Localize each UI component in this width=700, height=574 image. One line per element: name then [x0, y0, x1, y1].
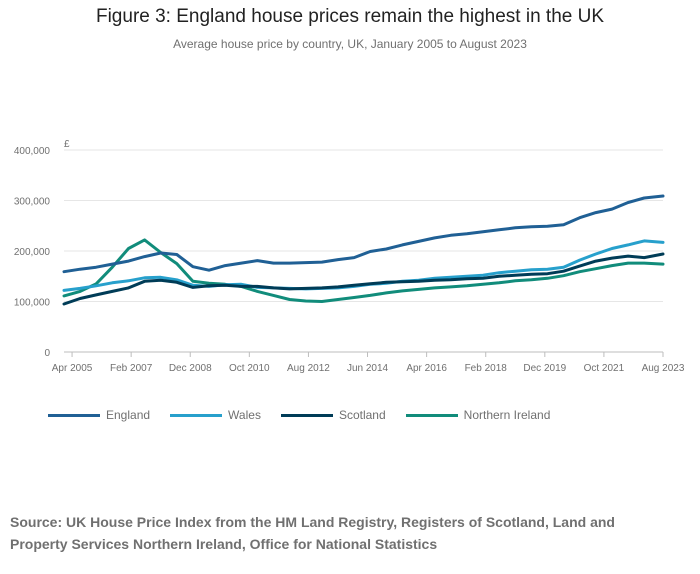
series-line-england[interactable] [62, 194, 665, 274]
chart-title: Figure 3: England house prices remain th… [95, 6, 605, 27]
line-chart: 0 100,000 200,000 300,000 400,000 Apr 2005 Fe… [14, 139, 685, 374]
gridlines [64, 149, 663, 353]
x-axis: Apr 2005 Feb 2007 Dec 2008 Oct 2010 Aug 2012… [52, 352, 685, 374]
legend-label: Northern Ireland [463, 408, 551, 422]
x-tick-label: Dec 2019 [523, 363, 566, 374]
legend-swatch-scotland [280, 413, 333, 417]
legend-item-wales[interactable]: Wales [170, 408, 261, 422]
legend: England Wales Scotland Northern Ireland [48, 408, 570, 422]
series-lines [62, 194, 665, 306]
y-axis: 0 100,000 200,000 300,000 400,000 [14, 146, 51, 359]
y-axis-label: £ [64, 139, 70, 150]
y-tick-label: 300,000 [14, 197, 51, 208]
legend-swatch-wales [170, 413, 223, 417]
x-tick-label: Feb 2018 [465, 363, 508, 374]
source-note: Source: UK House Price Index from the HM… [10, 514, 615, 552]
legend-item-northern-ireland[interactable]: Northern Ireland [405, 408, 551, 422]
x-tick-label: Apr 2005 [52, 363, 93, 374]
x-tick-label: Feb 2007 [110, 363, 153, 374]
x-tick-label: Apr 2016 [406, 363, 447, 374]
series-line-scotland[interactable] [62, 252, 665, 306]
x-tick-label: Jun 2014 [347, 363, 389, 374]
legend-label: England [106, 408, 151, 422]
y-tick-label: 0 [44, 348, 50, 359]
y-tick-label: 100,000 [14, 298, 51, 309]
legend-item-scotland[interactable]: Scotland [280, 408, 386, 422]
x-tick-label: Aug 2012 [287, 363, 330, 374]
legend-label: Scotland [338, 408, 386, 422]
x-tick-label: Aug 2023 [642, 363, 685, 374]
legend-item-england[interactable]: England [48, 408, 150, 422]
x-tick-label: Dec 2008 [169, 363, 212, 374]
legend-swatch-england [48, 413, 100, 417]
legend-swatch-northern-ireland [405, 413, 458, 417]
x-tick-label: Oct 2010 [229, 363, 270, 374]
x-tick-label: Oct 2021 [584, 363, 625, 374]
series-line-northern-ireland[interactable] [62, 238, 665, 303]
chart-subtitle: Average house price by country, UK, Janu… [173, 37, 527, 51]
y-tick-label: 200,000 [14, 247, 51, 258]
legend-label: Wales [228, 408, 261, 422]
y-tick-label: 400,000 [14, 146, 51, 157]
